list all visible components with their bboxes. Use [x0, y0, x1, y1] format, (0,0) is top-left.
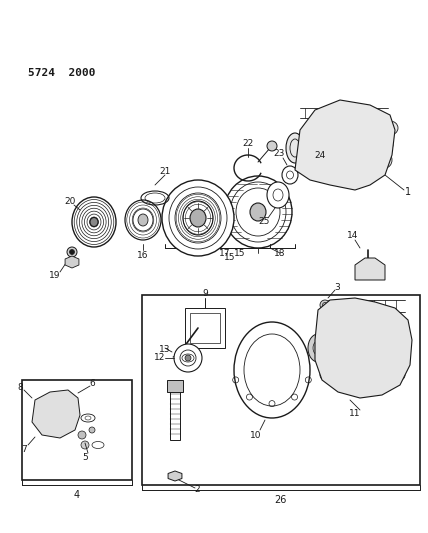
Ellipse shape: [296, 158, 308, 172]
Ellipse shape: [282, 166, 298, 184]
Text: 22: 22: [242, 139, 254, 148]
Circle shape: [364, 263, 372, 271]
Circle shape: [185, 355, 191, 361]
Text: 14: 14: [347, 231, 359, 240]
Text: 17: 17: [219, 249, 231, 259]
Circle shape: [267, 141, 277, 151]
Text: 10: 10: [250, 431, 262, 440]
Ellipse shape: [382, 121, 398, 135]
Text: 12: 12: [155, 353, 166, 362]
Circle shape: [366, 265, 370, 269]
Circle shape: [299, 159, 311, 171]
Text: 1: 1: [405, 187, 411, 197]
Polygon shape: [32, 390, 80, 438]
Bar: [170, 390, 180, 440]
Polygon shape: [168, 471, 182, 481]
Ellipse shape: [81, 414, 95, 422]
Ellipse shape: [224, 176, 292, 248]
Circle shape: [67, 247, 77, 257]
Ellipse shape: [190, 209, 206, 227]
Text: 11: 11: [349, 409, 361, 418]
Ellipse shape: [92, 441, 104, 448]
Ellipse shape: [308, 334, 328, 362]
Circle shape: [302, 124, 314, 136]
Text: 20: 20: [64, 198, 76, 206]
Ellipse shape: [162, 180, 234, 256]
Text: 5724  2000: 5724 2000: [28, 68, 95, 78]
Circle shape: [69, 249, 74, 254]
Ellipse shape: [234, 322, 310, 418]
Text: 15: 15: [224, 253, 236, 262]
Ellipse shape: [90, 217, 98, 227]
Bar: [190, 313, 220, 343]
Text: 16: 16: [137, 252, 149, 261]
Circle shape: [320, 300, 330, 310]
Text: 4: 4: [74, 490, 80, 500]
Circle shape: [78, 431, 86, 439]
Text: 21: 21: [159, 167, 171, 176]
Circle shape: [395, 325, 405, 335]
Ellipse shape: [286, 133, 304, 163]
Text: 23: 23: [273, 149, 285, 158]
Circle shape: [81, 441, 89, 449]
Text: 13: 13: [159, 345, 171, 354]
Ellipse shape: [378, 152, 392, 168]
Ellipse shape: [267, 182, 289, 208]
Polygon shape: [315, 298, 412, 398]
Circle shape: [320, 325, 330, 335]
Text: 2: 2: [194, 486, 200, 495]
Circle shape: [174, 344, 202, 372]
Ellipse shape: [364, 268, 376, 276]
Bar: [22, 380, 132, 480]
Polygon shape: [355, 258, 385, 280]
Text: 18: 18: [274, 249, 286, 259]
Text: 9: 9: [202, 288, 208, 297]
Polygon shape: [295, 100, 395, 190]
Ellipse shape: [290, 139, 300, 157]
Text: 26: 26: [274, 495, 286, 505]
Text: 3: 3: [334, 282, 340, 292]
Polygon shape: [65, 256, 79, 268]
Ellipse shape: [72, 197, 116, 247]
Bar: [185, 308, 225, 348]
Text: 6: 6: [89, 379, 95, 389]
Text: 15: 15: [234, 249, 246, 259]
Circle shape: [89, 427, 95, 433]
Bar: [142, 295, 420, 485]
Circle shape: [379, 129, 391, 141]
Circle shape: [395, 370, 405, 380]
Ellipse shape: [381, 140, 393, 150]
Circle shape: [364, 162, 376, 174]
Text: 24: 24: [315, 150, 326, 159]
Ellipse shape: [125, 200, 161, 240]
Text: 8: 8: [17, 384, 23, 392]
Ellipse shape: [138, 214, 148, 226]
Ellipse shape: [250, 203, 266, 221]
Text: 5: 5: [82, 454, 88, 463]
Text: 25: 25: [259, 216, 270, 225]
Circle shape: [320, 370, 330, 380]
Text: 19: 19: [49, 271, 61, 279]
Bar: [167, 380, 183, 392]
Text: 7: 7: [21, 445, 27, 454]
